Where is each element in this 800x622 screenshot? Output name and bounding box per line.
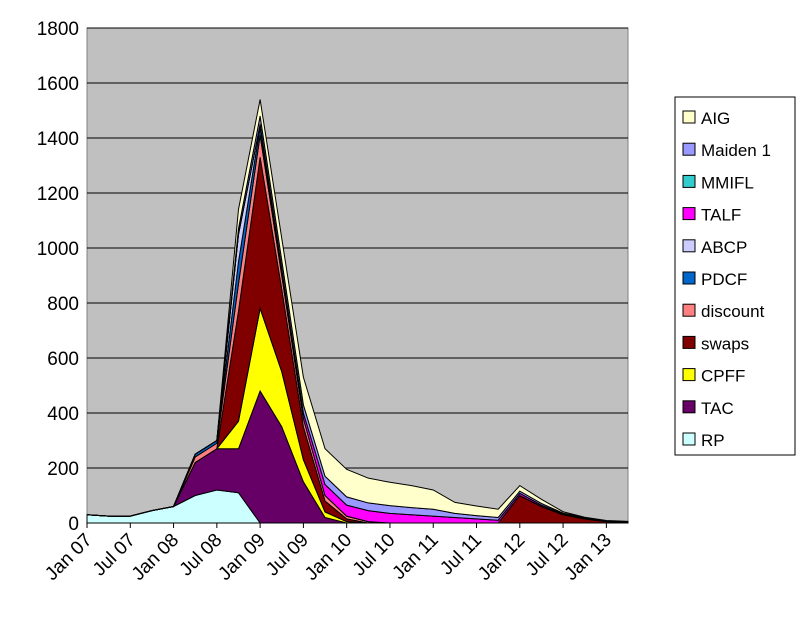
area [86, 99, 629, 523]
plot-area [86, 27, 629, 524]
y-tick-label: 1600 [37, 74, 79, 95]
legend-swatch [682, 335, 696, 349]
y-tick-label: 1400 [37, 129, 79, 150]
legend-swatch [682, 174, 696, 188]
x-tick-label: Jan 12 [474, 530, 529, 585]
y-tick-label: 400 [47, 404, 79, 425]
legend-swatch [682, 400, 696, 414]
x-tick-label: Jan 07 [41, 530, 96, 585]
legend-label: CPFF [701, 367, 745, 386]
legend-swatch [682, 207, 696, 221]
y-tick-label: 1000 [37, 239, 79, 260]
legend-swatch [682, 239, 696, 253]
x-tick-label: Jan 10 [301, 530, 356, 585]
y-tick-label: 0 [68, 514, 79, 535]
y-tick-label: 1800 [37, 19, 79, 40]
legend-label: ABCP [701, 238, 747, 257]
legend-label: PDCF [701, 270, 747, 289]
legend-swatch [682, 368, 696, 382]
y-tick-label: 600 [47, 349, 79, 370]
legend-label: TAC [701, 399, 734, 418]
legend-swatch [682, 303, 696, 317]
legend-label: TALF [701, 206, 741, 225]
y-tick-label: 1200 [37, 184, 79, 205]
legend-label: AIG [701, 109, 730, 128]
legend-label: discount [701, 302, 765, 321]
legend-swatch [682, 110, 696, 124]
legend-label: MMIFL [701, 173, 754, 192]
x-tick-label: Jan 13 [561, 530, 616, 585]
legend-label: RP [701, 431, 725, 450]
x-tick-label: Jan 08 [128, 530, 183, 585]
legend-swatch [682, 432, 696, 446]
legend-label: swaps [701, 334, 749, 353]
y-tick-label: 200 [47, 459, 79, 480]
legend-swatch [682, 142, 696, 156]
legend-swatch [682, 271, 696, 285]
x-tick-label: Jan 11 [389, 530, 443, 584]
y-tick-label: 800 [47, 294, 79, 315]
x-tick-label: Jan 09 [214, 530, 269, 585]
legend-label: Maiden 1 [701, 141, 771, 160]
